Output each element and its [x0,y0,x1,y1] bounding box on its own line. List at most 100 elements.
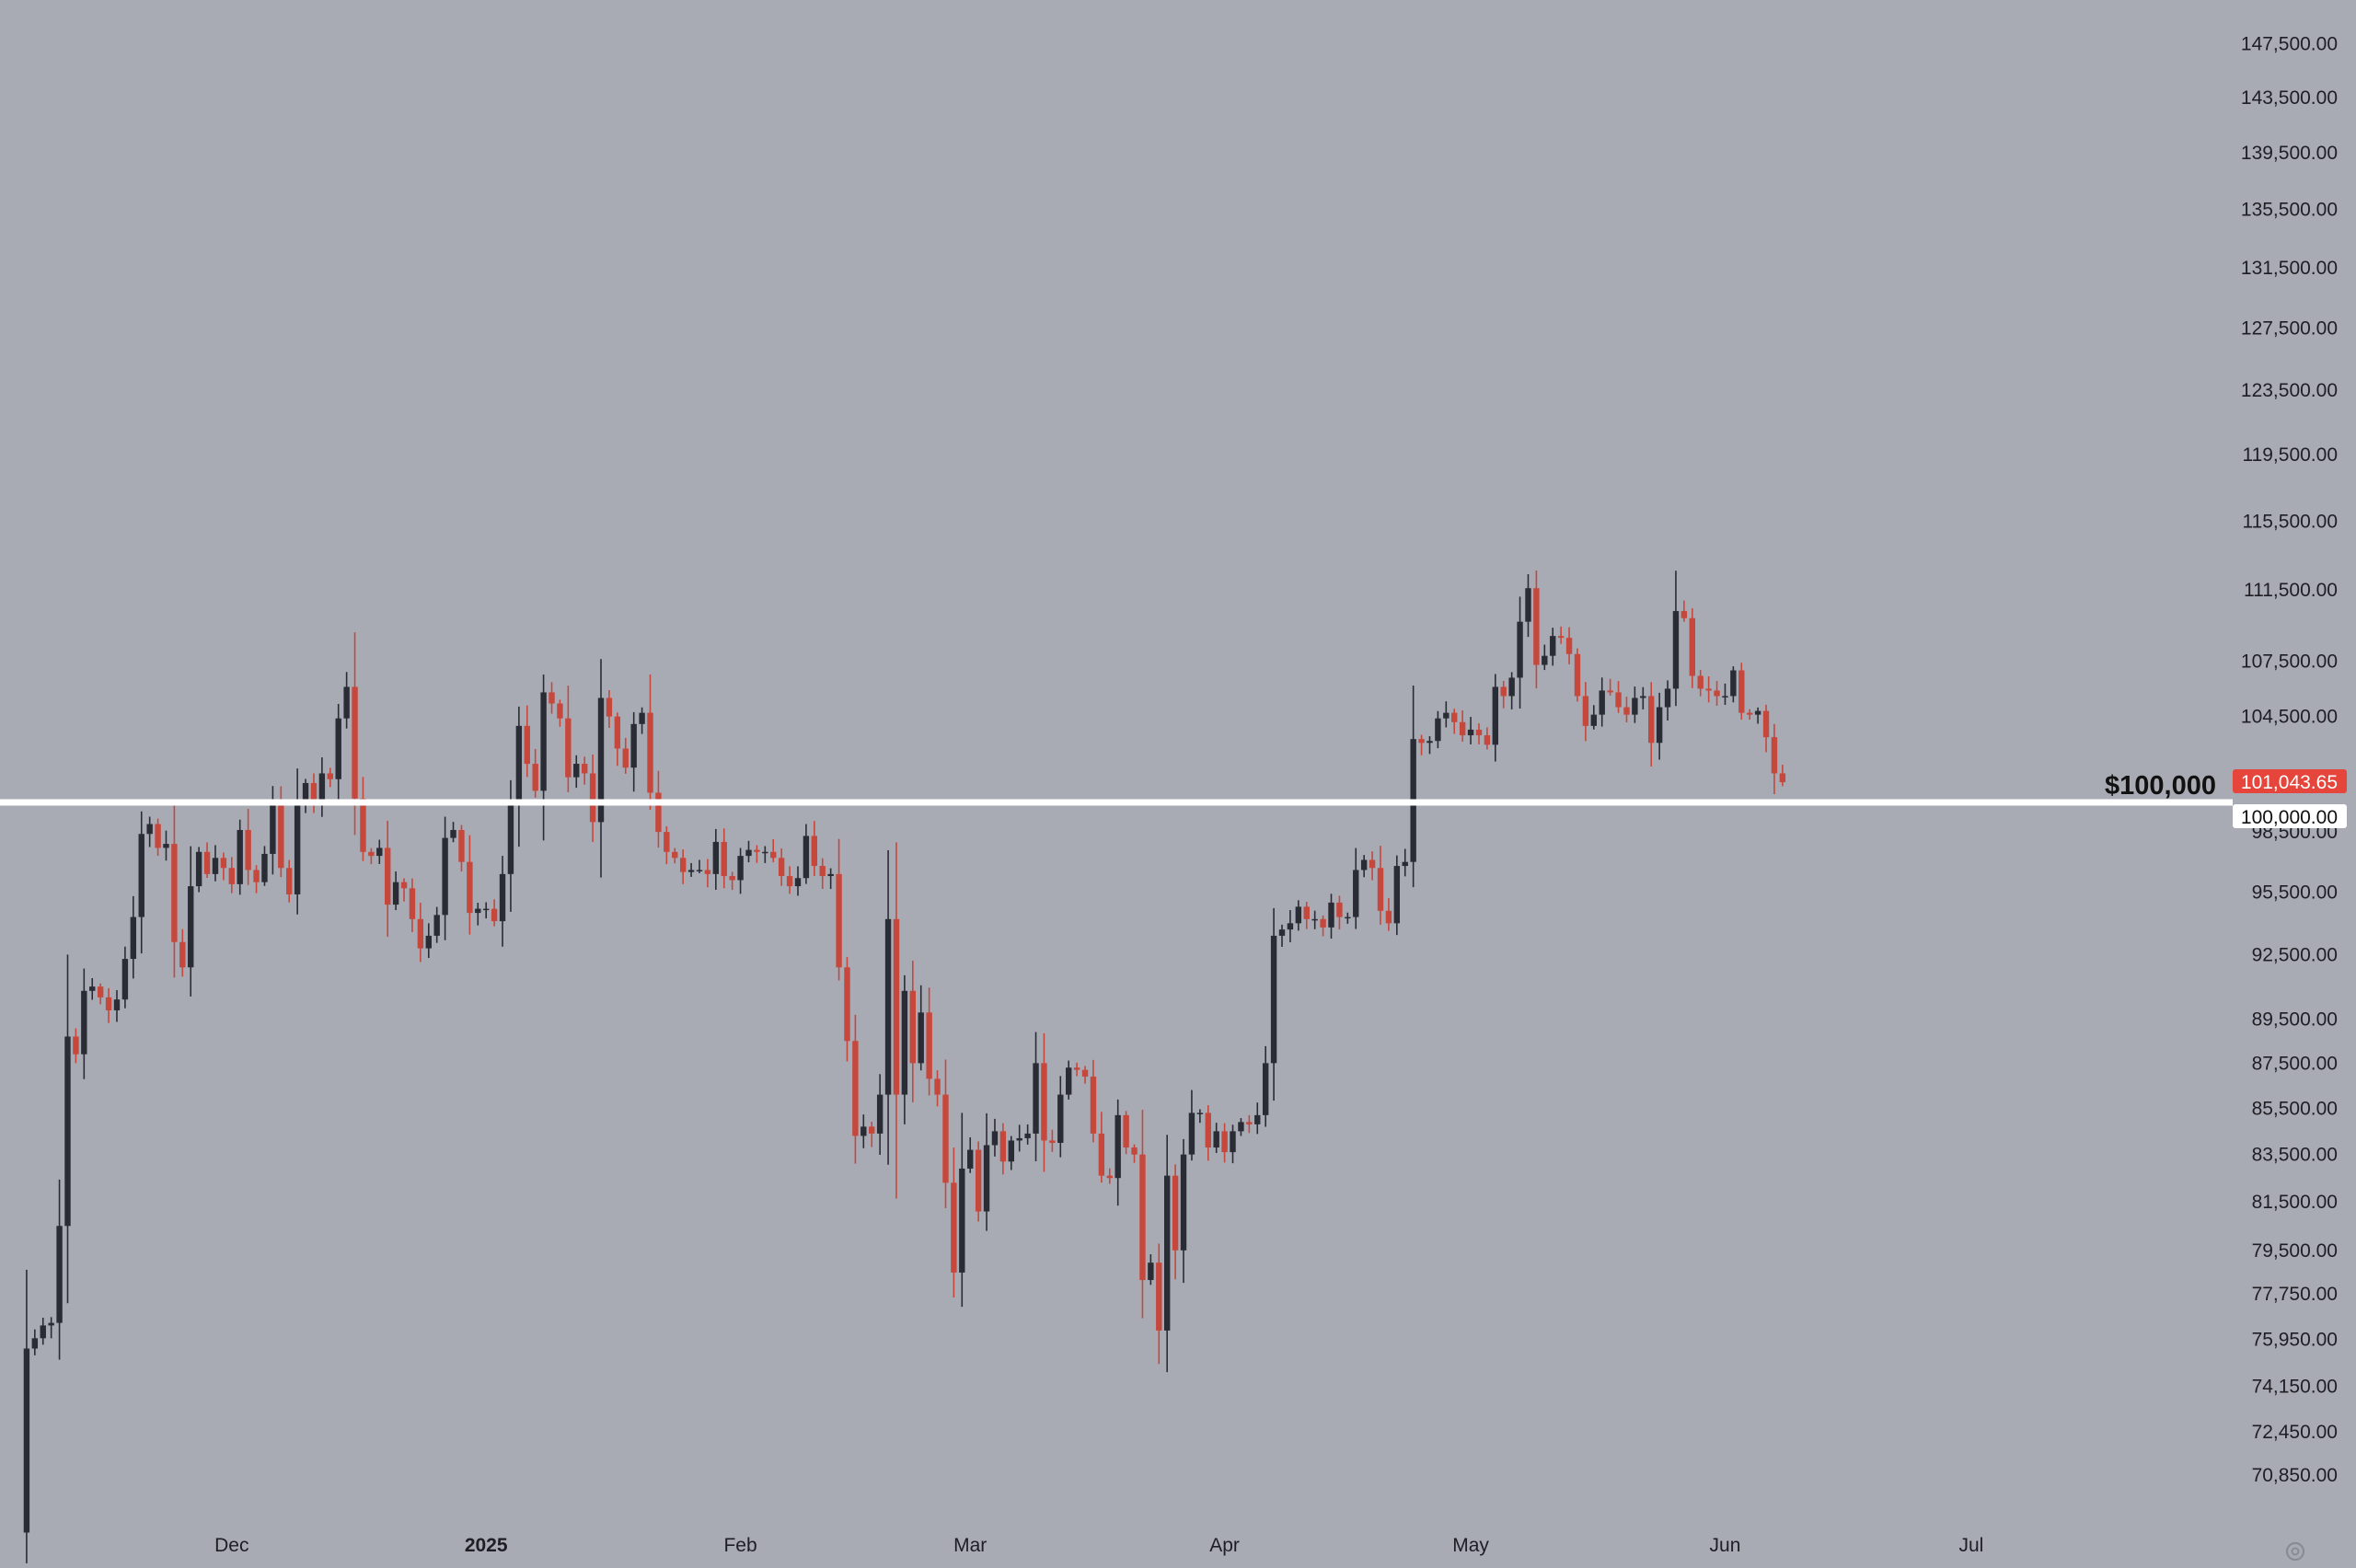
candle-body [286,868,293,894]
candle [1311,910,1318,929]
candle [1328,894,1334,940]
candle-body [1008,1140,1014,1162]
candle [368,847,375,865]
candle-body [1599,690,1605,715]
candle-body [893,918,900,1095]
candle-body [97,986,104,997]
candle [48,1317,54,1339]
candle [934,1070,941,1107]
candle-body [73,1036,79,1055]
y-tick-label: 70,850.00 [2252,1465,2338,1486]
candle [909,961,917,1102]
candle [1672,571,1680,707]
candle-body [491,908,498,922]
candle-body [1771,737,1778,774]
candle [1172,1164,1179,1280]
candle-body [1779,773,1786,783]
y-tick-label: 85,500.00 [2252,1098,2338,1119]
candle [1205,1105,1211,1161]
candle [951,1147,957,1298]
candle-body [56,1226,63,1323]
candle [967,1136,974,1173]
settings-gear-icon[interactable] [2285,1541,2305,1562]
candle-body [499,873,506,922]
candle-body [1278,929,1286,936]
candle-body [1156,1262,1162,1331]
candle-body [794,878,802,887]
time-axis: Dec 2025 Feb Mar Apr May Jun Jul [214,1535,1983,1556]
candle-body [23,1348,30,1533]
candle [1599,677,1605,727]
y-tick-label: 147,500.00 [2241,33,2338,54]
candle [392,871,399,911]
candle [1484,727,1491,750]
candle-body [827,873,834,877]
candle [105,987,112,1023]
candle [762,846,768,863]
candle-body [1106,1175,1113,1179]
candle [999,1123,1007,1175]
candle [212,845,219,882]
candle [400,878,408,902]
candle [1353,847,1359,929]
candle-body [1475,729,1483,736]
candle-body [1484,735,1491,745]
candle-body [967,1149,974,1169]
candle [1640,686,1646,709]
candle [1475,723,1483,744]
candle-body [672,851,678,859]
candle-body [1565,638,1573,654]
last-price-text: 101,043.65 [2241,772,2338,793]
candle-body [1664,688,1671,708]
y-tick-label: 74,150.00 [2252,1377,2338,1398]
candle [614,712,621,767]
candle [1033,1032,1039,1162]
candle-body [1550,636,1556,656]
candle [778,848,785,886]
candle [1114,1099,1121,1206]
candle [409,878,416,932]
candle-body [1747,712,1753,715]
candle-body [482,908,490,911]
candle [1689,608,1695,688]
candle [1435,710,1441,749]
candle [1345,912,1351,924]
candle-body [1066,1067,1072,1095]
candle [704,859,711,888]
candle-series [23,570,1786,1563]
candle-body [1230,1131,1236,1153]
candle [237,819,243,895]
candle [679,849,687,884]
candle-body [573,764,580,778]
y-tick-label: 131,500.00 [2241,258,2338,279]
candle-body [146,824,153,835]
candle-body [778,858,785,877]
candle [442,816,448,940]
candle-body [1623,707,1630,715]
candle-body [81,990,87,1055]
y-tick-label: 81,500.00 [2252,1192,2338,1213]
x-tick-label: Jul [1958,1535,1983,1556]
candle [499,856,506,947]
candle [1073,1062,1080,1077]
candle-body [860,1126,867,1136]
candle [549,682,555,714]
candle-body [1139,1154,1146,1281]
candle-body [1590,714,1598,726]
y-tick-label: 123,500.00 [2241,380,2338,401]
candle [113,990,121,1022]
candle [589,754,596,842]
candle-body [836,873,842,968]
candle [844,957,850,1062]
candle [1393,855,1401,936]
candle-body [1542,655,1548,665]
candle [1196,1109,1204,1124]
candle-body [869,1126,875,1134]
candle [138,811,144,954]
candle-body [1632,698,1638,715]
candle-body [163,844,169,848]
candle-body [630,723,637,768]
candle-body [1582,696,1589,726]
